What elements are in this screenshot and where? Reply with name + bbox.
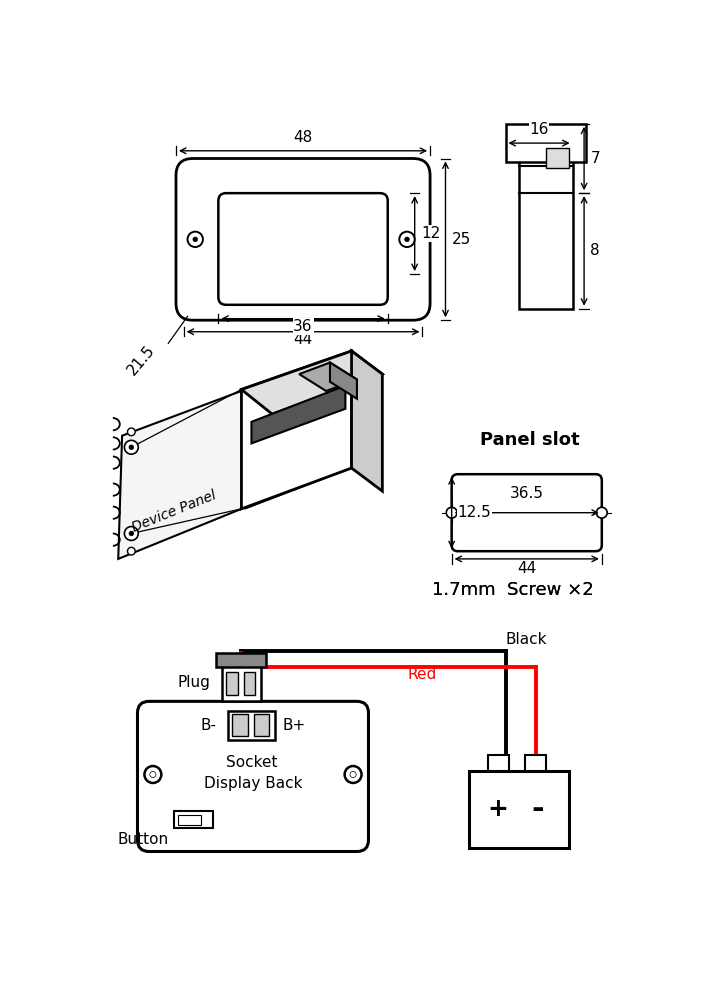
Bar [546, 148, 569, 168]
Text: Plug: Plug [178, 675, 211, 690]
Text: 25: 25 [452, 232, 471, 247]
Polygon shape [299, 363, 357, 391]
Bar [228, 711, 274, 740]
FancyBboxPatch shape [137, 701, 369, 852]
Polygon shape [241, 351, 382, 414]
Text: 36: 36 [294, 319, 313, 334]
Text: Button: Button [117, 832, 168, 847]
Text: +: + [488, 797, 508, 821]
Circle shape [446, 507, 457, 518]
Bar [232, 714, 248, 736]
Bar [175, 811, 213, 828]
Bar [226, 672, 238, 695]
Text: 36.5: 36.5 [510, 486, 543, 501]
Text: Socket: Socket [226, 755, 277, 770]
Circle shape [596, 507, 607, 518]
Text: 21.5: 21.5 [125, 342, 158, 378]
Text: 48: 48 [294, 130, 313, 145]
Text: 12: 12 [421, 226, 440, 241]
Text: 44: 44 [294, 332, 313, 347]
Circle shape [125, 440, 138, 454]
Polygon shape [251, 386, 345, 443]
Bar [505, 124, 586, 162]
Text: Display Back: Display Back [204, 776, 302, 791]
Text: Red: Red [408, 667, 437, 682]
Text: B+: B+ [282, 718, 306, 733]
Circle shape [405, 237, 410, 242]
Text: 44: 44 [517, 561, 536, 576]
Polygon shape [330, 363, 357, 399]
Circle shape [193, 237, 198, 242]
Circle shape [400, 232, 415, 247]
Text: 16: 16 [529, 122, 548, 137]
Text: 7: 7 [590, 151, 600, 166]
Text: B-: B- [200, 718, 216, 733]
Circle shape [150, 771, 156, 778]
Circle shape [127, 428, 135, 436]
Bar [488, 755, 509, 771]
Bar [222, 663, 261, 701]
Text: 1.7mm  Screw ×2: 1.7mm Screw ×2 [432, 581, 594, 599]
Circle shape [129, 445, 134, 450]
Polygon shape [118, 389, 246, 559]
Circle shape [350, 771, 356, 778]
Polygon shape [241, 351, 352, 509]
Circle shape [188, 232, 203, 247]
FancyBboxPatch shape [218, 193, 388, 305]
Bar [253, 714, 269, 736]
Bar [243, 672, 256, 695]
Text: -: - [531, 795, 544, 824]
Text: Device Panel: Device Panel [130, 488, 218, 534]
Bar [468, 771, 569, 848]
Text: 8: 8 [590, 243, 600, 258]
Circle shape [125, 527, 138, 540]
Bar [518, 147, 573, 309]
Bar [216, 653, 266, 667]
FancyBboxPatch shape [452, 474, 602, 551]
Bar [178, 815, 201, 825]
Circle shape [129, 531, 134, 536]
Text: Panel slot: Panel slot [480, 431, 580, 449]
Circle shape [127, 547, 135, 555]
Text: 12.5: 12.5 [458, 505, 492, 520]
Circle shape [145, 766, 161, 783]
Bar [525, 755, 546, 771]
FancyBboxPatch shape [176, 158, 430, 320]
Circle shape [344, 766, 362, 783]
Text: Black: Black [505, 632, 547, 647]
Polygon shape [352, 351, 382, 491]
Text: 1.7mm  Screw ×2: 1.7mm Screw ×2 [432, 581, 594, 599]
